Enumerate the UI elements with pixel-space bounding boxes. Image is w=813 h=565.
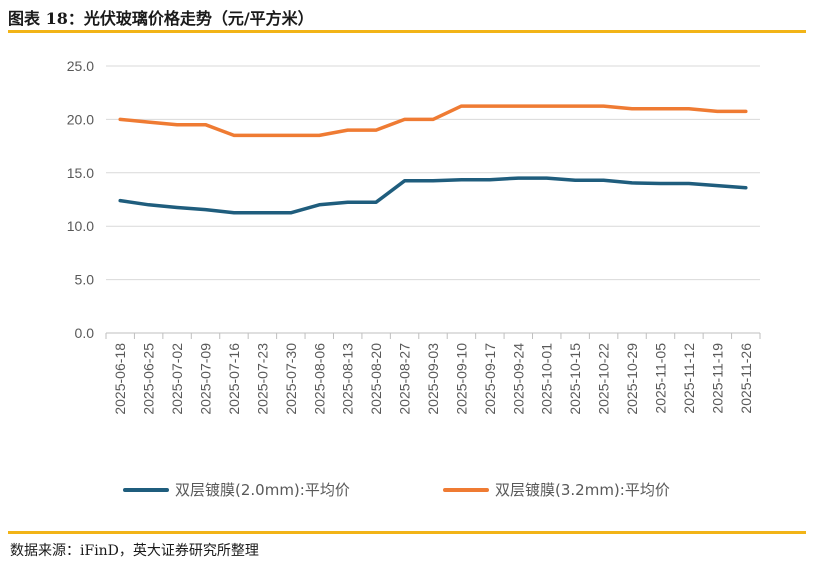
- x-tick-label: 2025-07-09: [198, 343, 214, 415]
- legend-label: 双层镀膜(2.0mm):平均价: [175, 481, 350, 499]
- legend-label: 双层镀膜(3.2mm):平均价: [495, 481, 670, 499]
- series-line-1: [118, 176, 748, 215]
- x-tick-label: 2025-09-03: [425, 343, 441, 415]
- y-tick-label: 0.0: [75, 325, 95, 341]
- x-tick-label: 2025-10-29: [624, 343, 640, 415]
- bottom-rule: [8, 531, 806, 534]
- x-tick-label: 2025-10-15: [567, 343, 583, 415]
- x-tick-label: 2025-06-25: [141, 343, 157, 415]
- y-tick-label: 25.0: [67, 58, 94, 74]
- x-tick-label: 2025-10-01: [539, 343, 555, 415]
- x-tick-label: 2025-11-12: [681, 343, 697, 414]
- x-tick-label: 2025-10-22: [596, 343, 612, 415]
- x-tick-label: 2025-11-26: [738, 343, 754, 414]
- x-tick-label: 2025-07-02: [169, 343, 185, 415]
- x-tick-label: 2025-08-13: [340, 343, 356, 415]
- x-tick-label: 2025-07-16: [226, 343, 242, 415]
- x-tick-label: 2025-07-23: [254, 343, 270, 415]
- y-tick-label: 5.0: [75, 272, 95, 288]
- x-tick-label: 2025-09-17: [482, 343, 498, 415]
- x-tick-label: 2025-06-18: [112, 343, 128, 415]
- y-tick-label: 15.0: [67, 165, 94, 181]
- source-note: 数据来源：iFinD，英大证券研究所整理: [10, 543, 259, 559]
- x-tick-label: 2025-08-06: [311, 343, 327, 415]
- y-tick-label: 20.0: [67, 111, 94, 127]
- x-tick-label: 2025-08-20: [368, 343, 384, 415]
- top-rule: [8, 30, 806, 33]
- x-tick-label: 2025-11-19: [709, 343, 725, 414]
- x-tick-label: 2025-09-24: [510, 343, 526, 415]
- x-tick-label: 2025-09-10: [453, 343, 469, 415]
- x-tick-label: 2025-11-05: [652, 343, 668, 414]
- line-chart: 0.0 5.0 10.0 15.0 20.0 25.0 2025-06-18 2025-06-…: [67, 58, 761, 499]
- figure-title: 图表 18：光伏玻璃价格走势（元/平方米）: [8, 9, 314, 28]
- series-line-2: [118, 104, 748, 138]
- y-tick-label: 10.0: [67, 218, 94, 234]
- x-tick-label: 2025-07-30: [283, 343, 299, 415]
- x-tick-label: 2025-08-27: [397, 343, 413, 415]
